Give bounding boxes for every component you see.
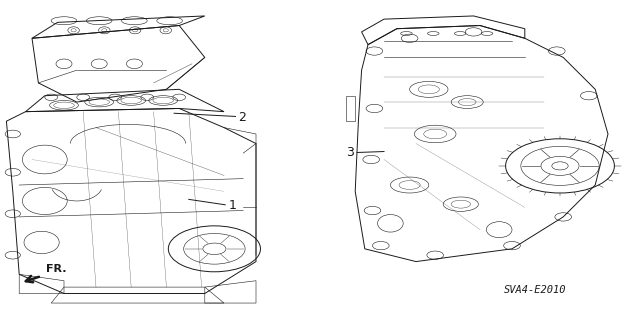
- Text: SVA4-E2010: SVA4-E2010: [504, 285, 566, 295]
- Text: FR.: FR.: [46, 264, 67, 274]
- Text: 2: 2: [238, 111, 246, 123]
- Text: 3: 3: [346, 146, 354, 159]
- Text: 1: 1: [229, 199, 237, 212]
